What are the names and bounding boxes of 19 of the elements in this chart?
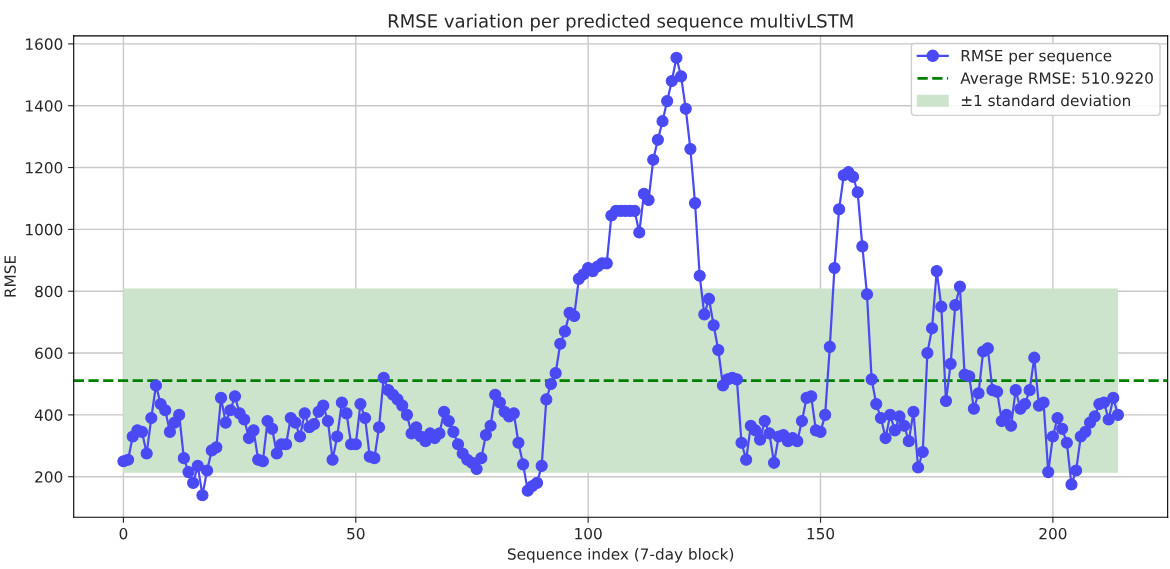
y-tick-label: 1200: [26, 162, 63, 174]
y-tick-label: 400: [34, 409, 63, 421]
y-tick-label: 800: [35, 285, 63, 298]
legend-label: Average RMSE: 510.9220: [960, 72, 1153, 87]
legend-label: RMSE per sequence: [961, 49, 1112, 65]
y-axis-title: RMSE: [4, 255, 16, 297]
x-axis-title: Sequence index (7-day block): [507, 547, 734, 563]
x-tick-label: 0: [119, 527, 128, 540]
x-tick-label: 50: [347, 527, 365, 540]
y-tick-label: 1400: [26, 100, 63, 112]
x-tick-label: 100: [575, 527, 602, 540]
x-tick-label: 150: [807, 527, 835, 540]
legend-label: ±1 standard deviation: [961, 94, 1130, 107]
y-tick-label: 1600: [26, 38, 63, 50]
x-tick-label: 200: [1039, 527, 1067, 540]
y-tick-label: 600: [35, 347, 63, 360]
chart-title: RMSE variation per predicted sequence multivLSTM: [388, 13, 853, 32]
y-tick-label: 1000: [26, 223, 63, 236]
y-tick-label: 200: [35, 471, 63, 483]
